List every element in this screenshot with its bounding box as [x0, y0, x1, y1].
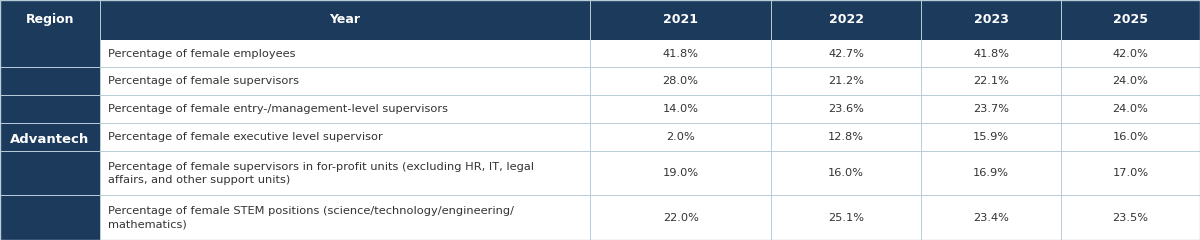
Text: Year: Year	[330, 13, 360, 26]
Text: Percentage of female entry-/management-level supervisors: Percentage of female entry-/management-l…	[108, 104, 449, 114]
Text: Region: Region	[25, 13, 74, 26]
Bar	[0, 40, 100, 240]
Text: 16.0%: 16.0%	[1112, 132, 1148, 142]
Text: Percentage of female executive level supervisor: Percentage of female executive level sup…	[108, 132, 383, 142]
Bar	[100, 40, 1200, 67]
Text: 41.8%: 41.8%	[662, 48, 698, 59]
Text: 19.0%: 19.0%	[662, 168, 698, 178]
Bar	[100, 195, 1200, 240]
Text: 22.0%: 22.0%	[662, 213, 698, 223]
Text: Percentage of female supervisors in for-profit units (excluding HR, IT, legal
af: Percentage of female supervisors in for-…	[108, 162, 534, 185]
Bar	[100, 151, 1200, 195]
Text: 41.8%: 41.8%	[973, 48, 1009, 59]
Text: 16.0%: 16.0%	[828, 168, 864, 178]
Text: 42.0%: 42.0%	[1112, 48, 1148, 59]
Text: 42.7%: 42.7%	[828, 48, 864, 59]
Text: 12.8%: 12.8%	[828, 132, 864, 142]
Text: Percentage of female supervisors: Percentage of female supervisors	[108, 76, 299, 86]
Bar	[100, 67, 1200, 95]
Text: 2023: 2023	[973, 13, 1009, 26]
Text: 2022: 2022	[829, 13, 864, 26]
Text: 23.7%: 23.7%	[973, 104, 1009, 114]
Text: 2021: 2021	[664, 13, 698, 26]
Text: 22.1%: 22.1%	[973, 76, 1009, 86]
Text: 21.2%: 21.2%	[828, 76, 864, 86]
Text: 23.4%: 23.4%	[973, 213, 1009, 223]
Text: 15.9%: 15.9%	[973, 132, 1009, 142]
Text: 28.0%: 28.0%	[662, 76, 698, 86]
Text: 24.0%: 24.0%	[1112, 76, 1148, 86]
Text: 25.1%: 25.1%	[828, 213, 864, 223]
Bar	[0, 0, 1200, 40]
Text: 16.9%: 16.9%	[973, 168, 1009, 178]
Text: 2025: 2025	[1114, 13, 1148, 26]
Text: 23.6%: 23.6%	[828, 104, 864, 114]
Text: 17.0%: 17.0%	[1112, 168, 1148, 178]
Text: 14.0%: 14.0%	[662, 104, 698, 114]
Text: Advantech: Advantech	[11, 133, 90, 146]
Bar	[100, 123, 1200, 151]
Text: 24.0%: 24.0%	[1112, 104, 1148, 114]
Text: 23.5%: 23.5%	[1112, 213, 1148, 223]
Text: Percentage of female employees: Percentage of female employees	[108, 48, 296, 59]
Text: 2.0%: 2.0%	[666, 132, 695, 142]
Bar	[100, 95, 1200, 123]
Text: Percentage of female STEM positions (science/technology/engineering/
mathematics: Percentage of female STEM positions (sci…	[108, 206, 515, 229]
